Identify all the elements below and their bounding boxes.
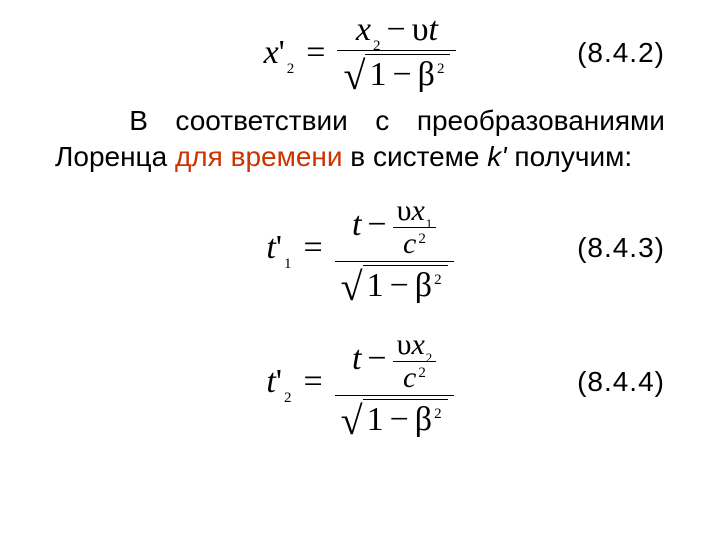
eq3-fraction: t − υx2 c2 √ [335,324,454,440]
eq2-den-minus: − [384,269,415,303]
equation-row-1: x'2 = x2 − υt √ 1 − [55,10,665,95]
eq2-lhs: t'1 [266,229,291,267]
eq1-num-x-sub: 2 [373,39,381,54]
eq3-one: 1 [367,403,384,437]
line2-red: для времени [175,141,343,172]
eq2-beta: β [415,269,432,303]
line2-a: Лоренца [55,141,175,172]
eq3-c: c [403,363,416,393]
eq2-one: 1 [367,269,384,303]
eq2-num-t: t [352,208,361,242]
word-4: преобразованиями [417,103,665,139]
eq2-smallfrac-num: υx1 [393,195,437,227]
eq3-denominator: √ 1 − β2 [335,396,454,440]
eq1-lhs: x'2 [264,34,295,72]
eq3-den-minus: − [384,403,415,437]
eq2-num-x-sub: 1 [426,217,433,230]
eq2-num-x-var: x [411,196,424,226]
eq2-equals: = [297,229,328,267]
eq3-beta: β [415,403,432,437]
eq1-beta: β [418,58,435,92]
eq1-sqrt: √ 1 − β2 [343,54,450,92]
word-2: соответствии [175,103,347,139]
eq1-equals: = [300,34,331,72]
eq1-lhs-prime: ' [279,34,285,72]
eq3-smallfrac: υx2 c2 [393,329,437,394]
eq3-number: (8.4.4) [577,366,665,398]
eq3-minus: − [361,342,392,376]
eq2-beta-exp: 2 [434,273,442,288]
eq3-num-x-var: x [411,330,424,360]
radical-icon: √ [343,60,365,98]
eq1-denominator: √ 1 − β2 [337,51,456,95]
equation-2: t'1 = t − υx1 c2 [266,190,453,306]
radical-icon: √ [341,271,363,309]
eq2-c-exp: 2 [418,232,426,247]
word-1: В [129,103,148,139]
eq2-fraction: t − υx1 c2 √ [335,190,454,306]
eq3-upsilon: υ [397,330,412,360]
eq1-lhs-var: x [264,34,279,72]
eq3-lhs: t'2 [266,363,291,401]
eq2-denominator: √ 1 − β2 [335,262,454,306]
eq2-upsilon: υ [397,196,412,226]
eq1-den-minus: − [386,58,417,92]
eq2-number: (8.4.3) [577,232,665,264]
eq3-beta-exp: 2 [434,407,442,422]
eq2-smallfrac: υx1 c2 [393,195,437,260]
eq2-c: c [403,229,416,259]
eq3-lhs-var: t [266,363,275,401]
eq1-minus: − [381,13,412,47]
eq1-fraction: x2 − υt √ 1 − β2 [337,10,456,95]
eq1-one: 1 [369,58,386,92]
paragraph-line-2: Лоренца для времени в системе k' получим… [55,139,665,175]
eq1-beta-exp: 2 [437,62,445,77]
word-3: с [375,103,389,139]
eq3-lhs-prime: ' [276,363,282,401]
eq2-sqrt: √ 1 − β2 [341,265,448,303]
paragraph-line-1: В соответствии с преобразованиями [55,103,665,139]
line2-b: в системе [343,141,488,172]
eq2-smallfrac-den: c2 [399,228,430,260]
eq1-number: (8.4.2) [577,37,665,69]
eq1-num-t: t [429,13,438,47]
eq1-upsilon: υ [412,13,429,47]
eq1-numerator: x2 − υt [350,10,444,50]
eq2-lhs-sub: 1 [284,256,292,273]
eq3-sqrt: √ 1 − β2 [341,399,448,437]
equation-3: t'2 = t − υx2 c2 [266,324,453,440]
equation-1: x'2 = x2 − υt √ 1 − [264,10,457,95]
eq3-smallfrac-num: υx2 [393,329,437,361]
eq2-lhs-prime: ' [276,229,282,267]
eq2-radicand: 1 − β2 [363,265,448,303]
eq3-equals: = [297,363,328,401]
eq1-radicand: 1 − β2 [365,54,450,92]
equation-row-3: t'2 = t − υx2 c2 [55,324,665,440]
eq3-num-x-sub: 2 [426,351,433,364]
eq2-num-x: x1 [411,196,432,226]
eq3-num-t: t [352,342,361,376]
eq3-numerator: t − υx2 c2 [346,324,442,395]
eq2-lhs-var: t [266,229,275,267]
eq2-minus: − [361,208,392,242]
eq1-lhs-sub: 2 [287,61,295,78]
eq3-lhs-sub: 2 [284,390,292,407]
eq3-num-x: x2 [411,330,432,360]
line2-c: получим: [507,141,633,172]
line2-k: k' [487,141,506,172]
radical-icon: √ [341,405,363,443]
eq1-num-x: x2 [356,13,381,47]
page: x'2 = x2 − υt √ 1 − [0,0,720,540]
eq3-radicand: 1 − β2 [363,399,448,437]
eq2-numerator: t − υx1 c2 [346,190,442,261]
eq3-smallfrac-den: c2 [399,362,430,394]
eq3-c-exp: 2 [418,366,426,381]
eq1-num-x-var: x [356,13,371,47]
equation-row-2: t'1 = t − υx1 c2 [55,190,665,306]
paragraph: В соответствии с преобразованиями Лоренц… [55,103,665,176]
